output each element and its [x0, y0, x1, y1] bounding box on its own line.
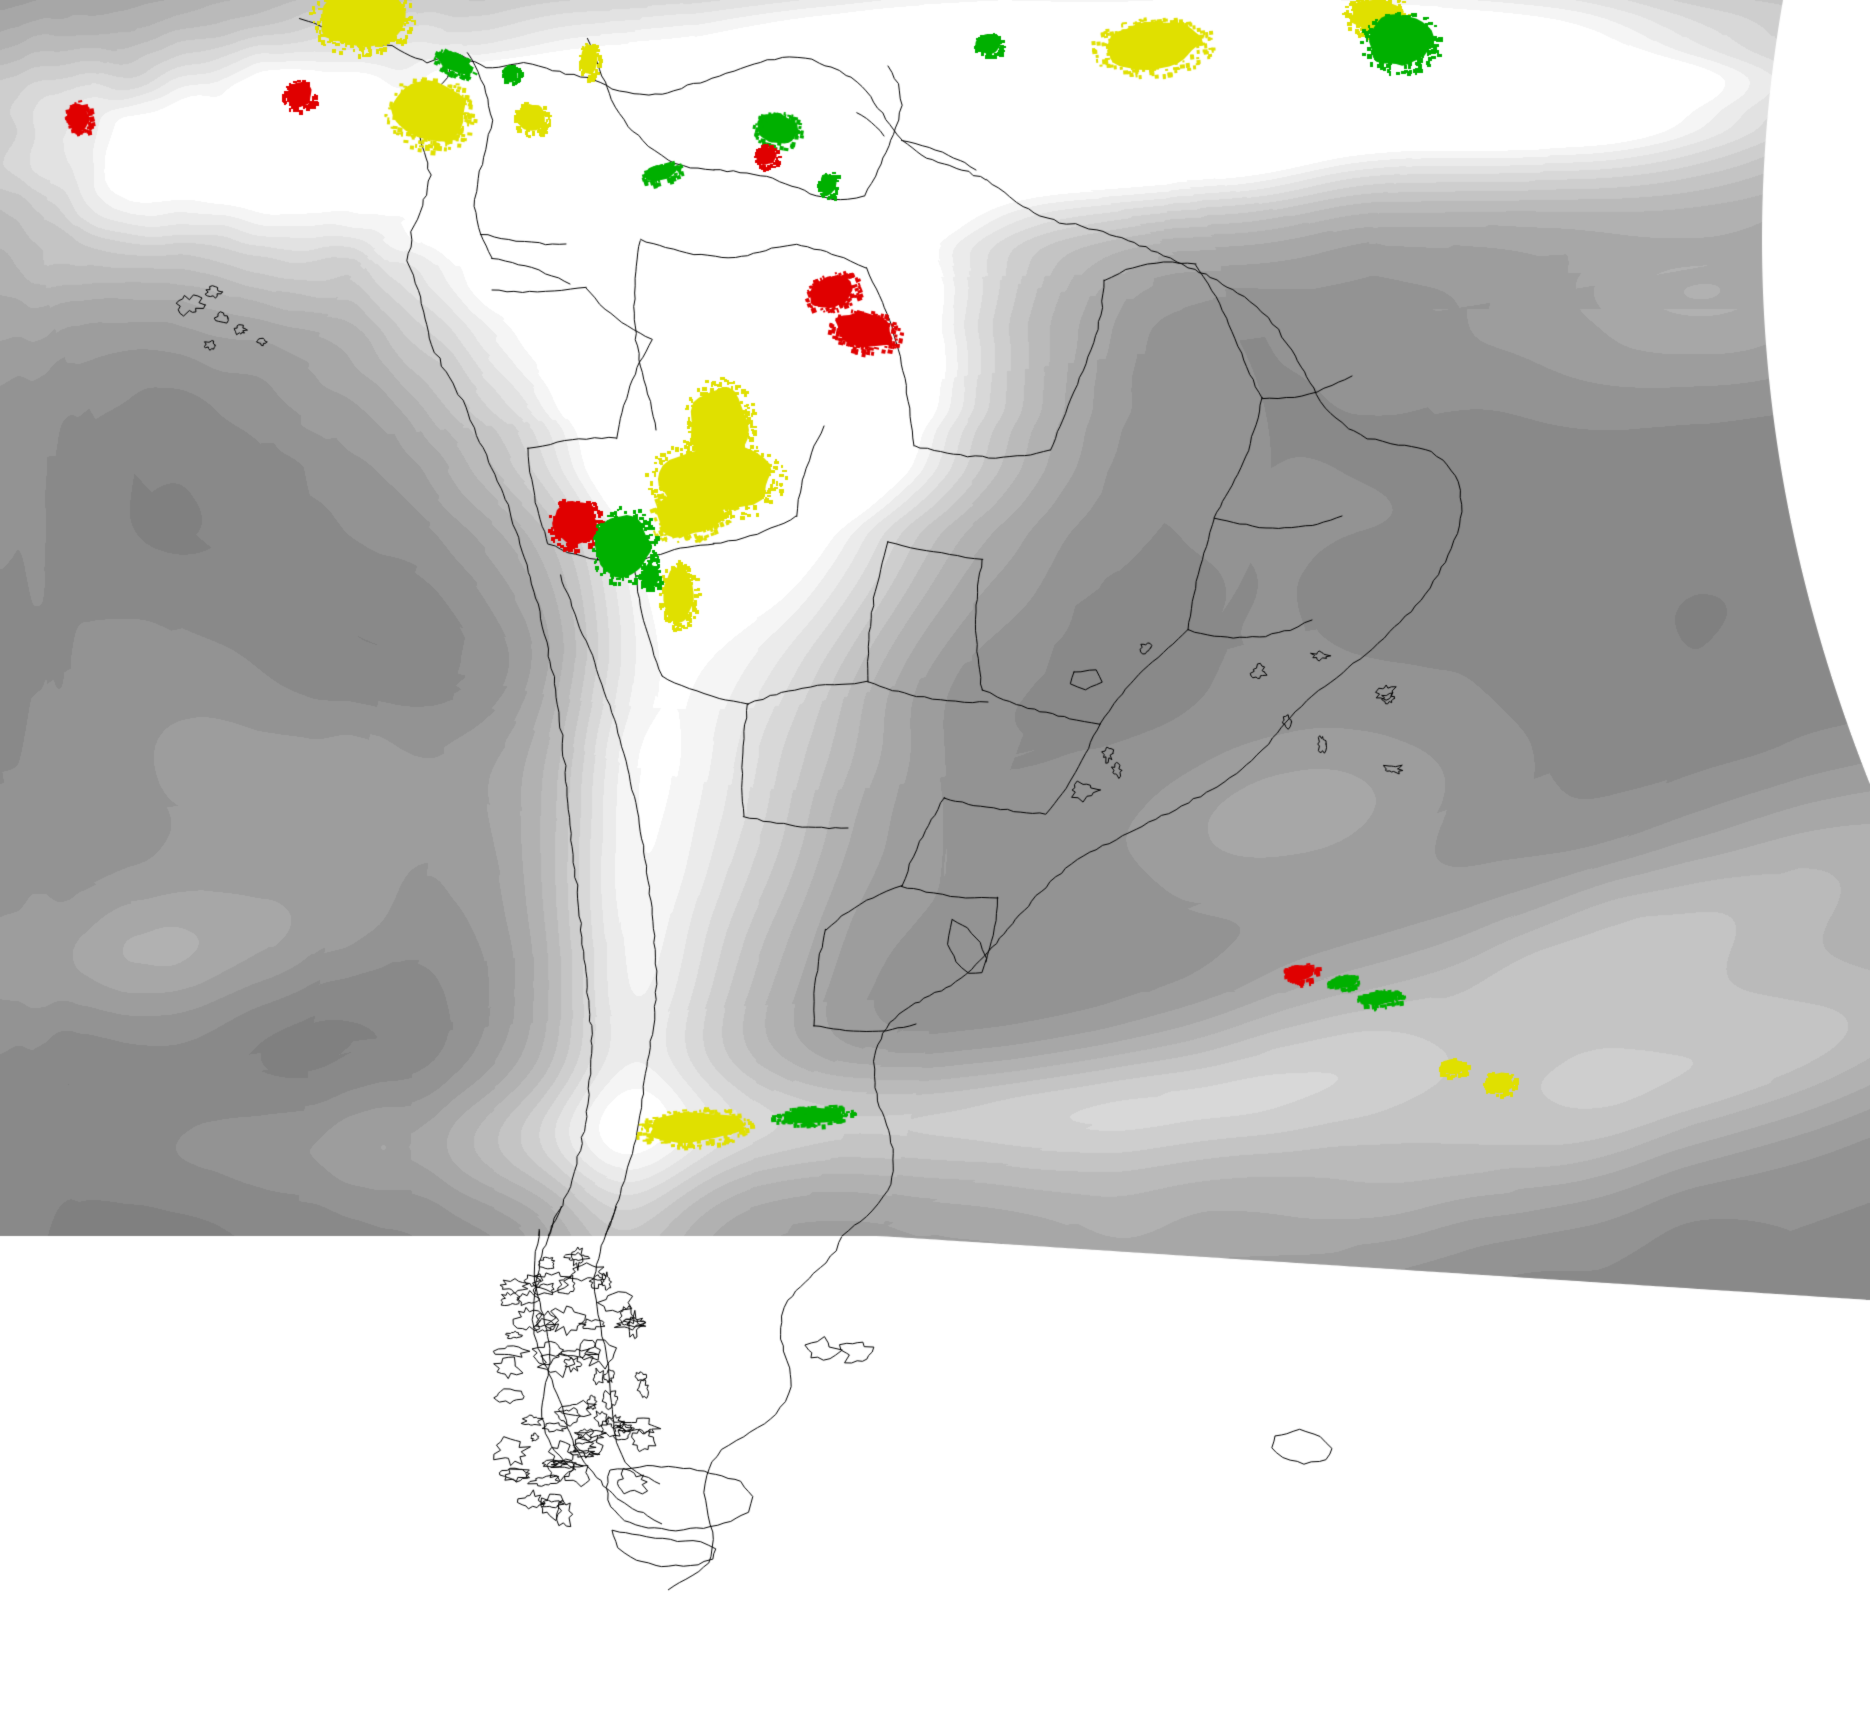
- satellite-infrared-canvas[interactable]: [0, 0, 1870, 1714]
- satellite-image-viewer[interactable]: [0, 0, 1870, 1714]
